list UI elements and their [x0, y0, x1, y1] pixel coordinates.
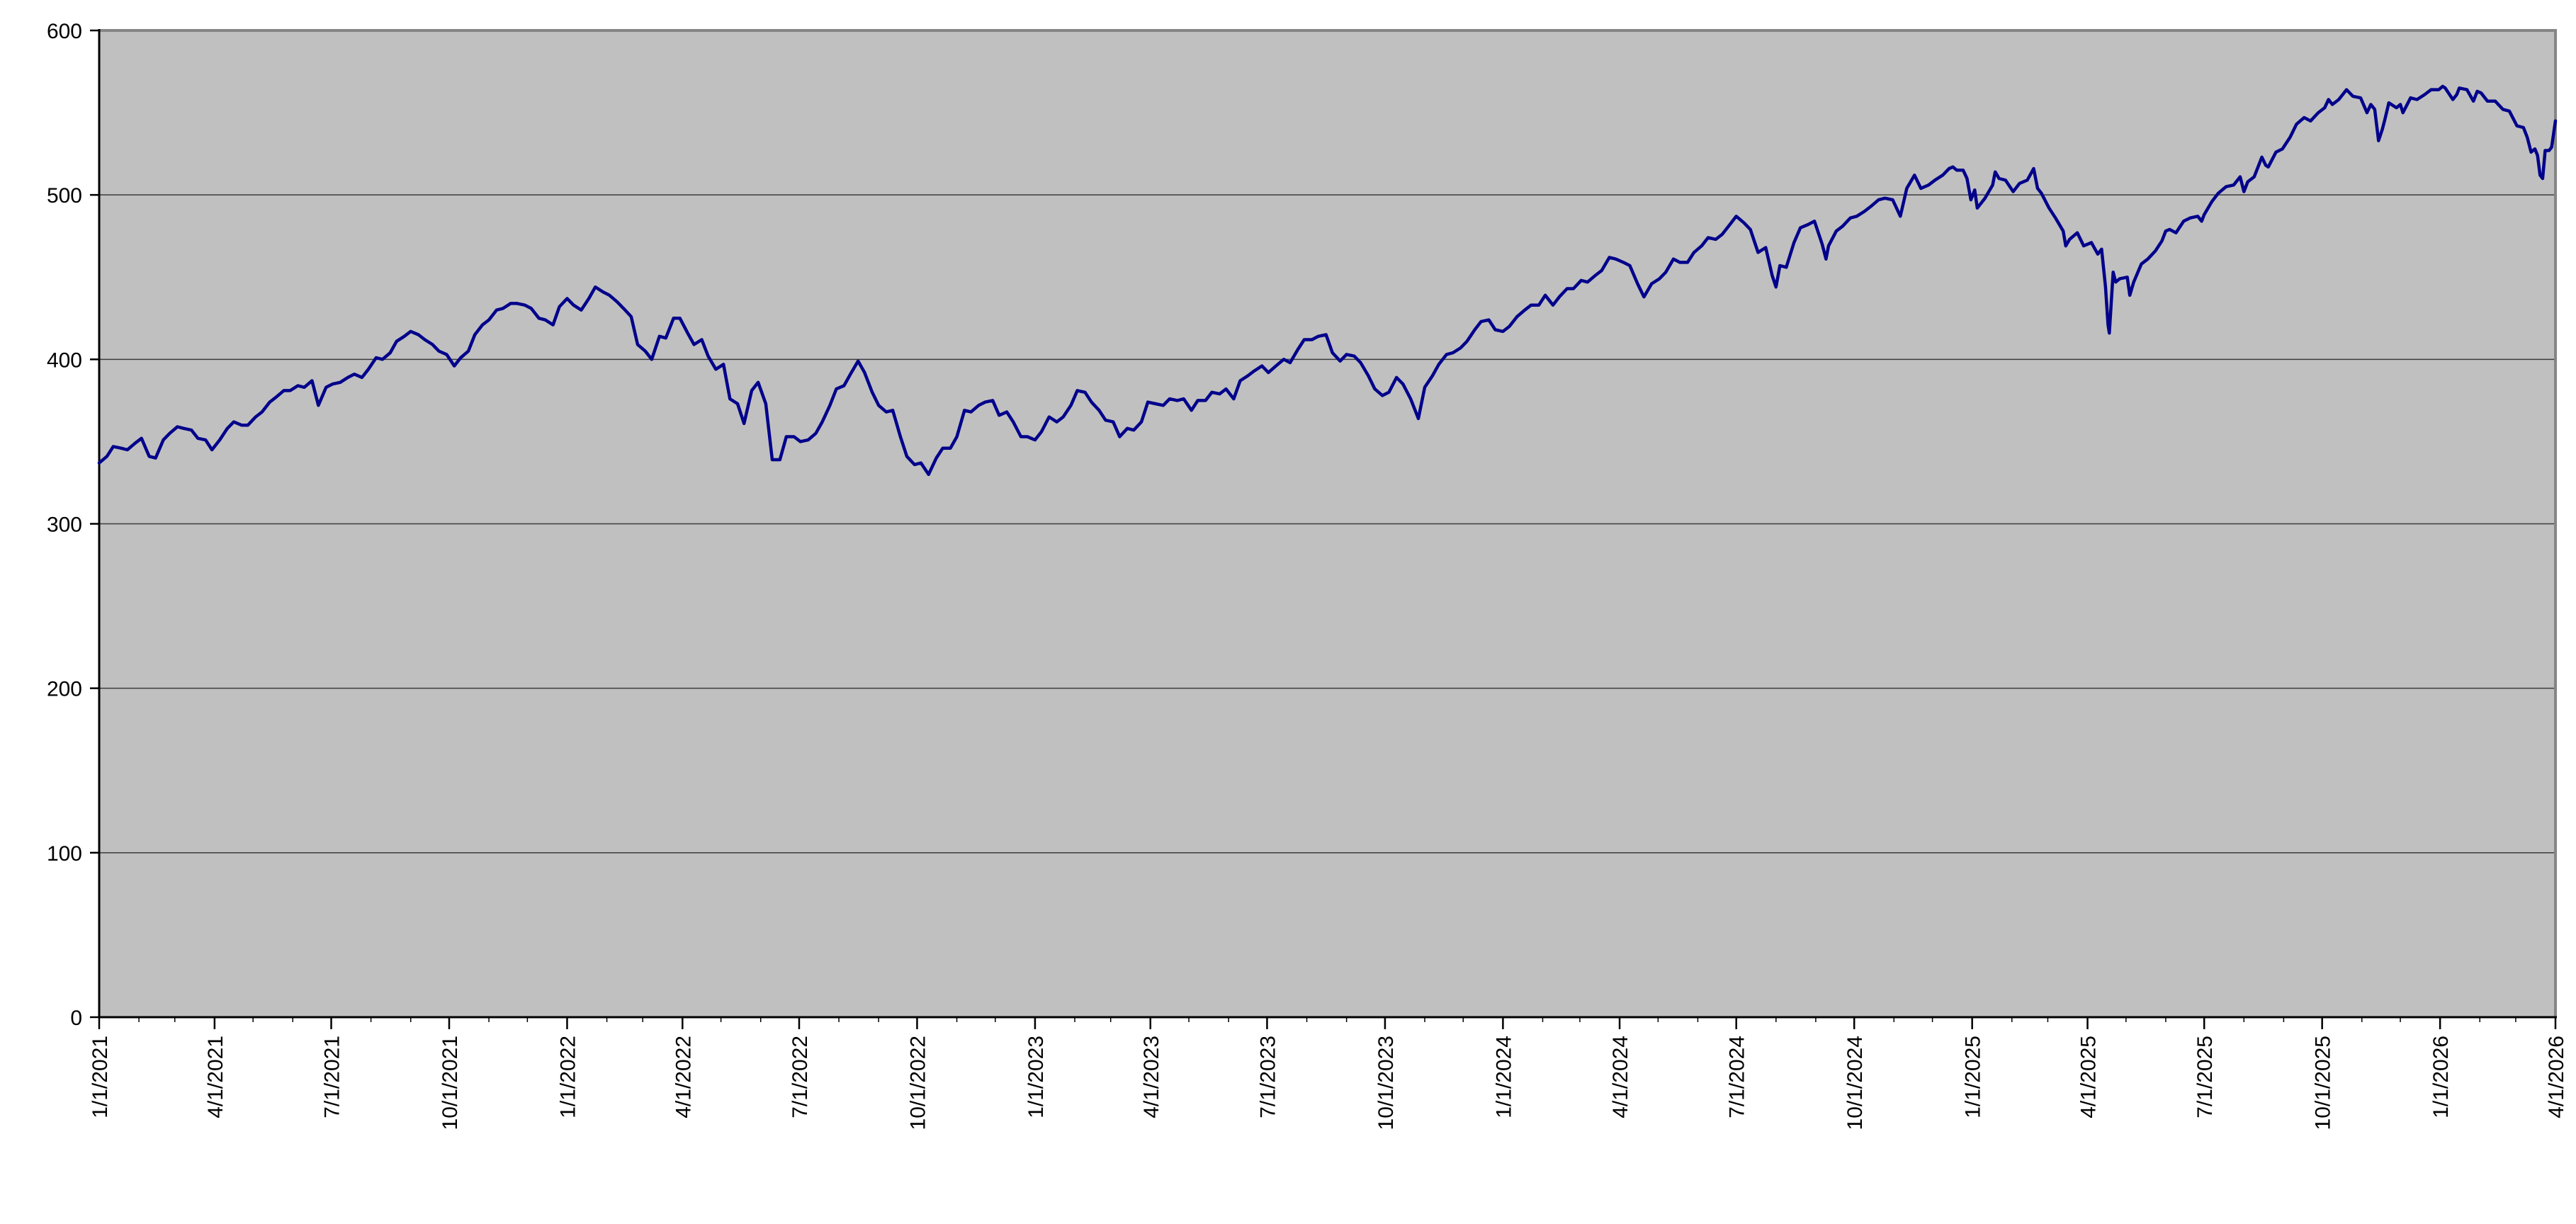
y-tick-label: 0: [70, 1007, 82, 1030]
y-tick-label: 400: [47, 348, 82, 372]
x-tick-label: 1/1/2024: [1492, 1036, 1515, 1118]
x-tick-label: 1/1/2026: [2429, 1036, 2453, 1118]
x-tick-label: 10/1/2022: [906, 1036, 930, 1130]
x-tick-label: 4/1/2021: [204, 1036, 227, 1118]
x-tick-label: 1/1/2025: [1962, 1036, 1985, 1118]
y-tick-label: 300: [47, 514, 82, 537]
x-tick-label: 7/1/2024: [1726, 1036, 1749, 1118]
x-tick-label: 10/1/2023: [1374, 1036, 1398, 1130]
x-tick-label: 4/1/2026: [2545, 1036, 2568, 1118]
y-tick-label: 600: [47, 20, 82, 43]
x-tick-label: 1/1/2022: [556, 1036, 580, 1118]
x-tick-label: 4/1/2024: [1609, 1036, 1632, 1118]
y-tick-label: 500: [47, 184, 82, 208]
x-tick-label: 4/1/2022: [672, 1036, 695, 1118]
price-line: [97, 84, 2558, 477]
x-tick-label: 1/1/2021: [89, 1036, 112, 1118]
y-tick-label: 100: [47, 842, 82, 866]
x-tick-label: 10/1/2025: [2312, 1036, 2335, 1130]
x-tick-label: 10/1/2021: [439, 1036, 462, 1130]
y-tick-label: 200: [47, 678, 82, 701]
x-tick-label: 7/1/2023: [1256, 1036, 1279, 1118]
x-tick-label: 7/1/2021: [321, 1036, 344, 1118]
x-tick-label: 1/1/2023: [1024, 1036, 1048, 1118]
x-tick-label: 7/1/2025: [2193, 1036, 2217, 1118]
x-tick-label: 7/1/2022: [789, 1036, 812, 1118]
x-tick-label: 4/1/2023: [1140, 1036, 1163, 1118]
x-tick-label: 10/1/2024: [1843, 1036, 1867, 1130]
x-tick-label: 4/1/2025: [2077, 1036, 2101, 1118]
